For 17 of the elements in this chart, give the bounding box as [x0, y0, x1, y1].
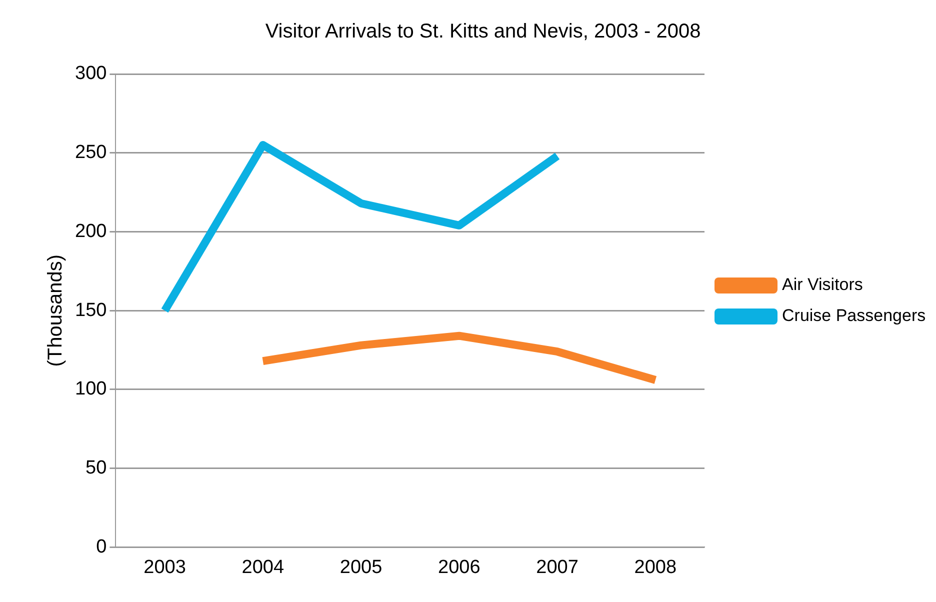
- y-tick-label: 100: [75, 378, 107, 400]
- x-tick-label: 2004: [242, 556, 284, 578]
- x-tick-label: 2008: [634, 556, 677, 578]
- x-tick-label: 2007: [536, 556, 578, 578]
- y-tick-label: 300: [75, 63, 107, 84]
- legend-label: Cruise Passengers: [782, 306, 926, 326]
- legend-label: Air Visitors: [782, 275, 863, 294]
- y-tick-label: 200: [75, 220, 107, 242]
- y-tick-label: 50: [86, 458, 107, 479]
- x-tick-label: 2003: [144, 556, 186, 578]
- y-axis-title: (Thousands): [44, 254, 67, 367]
- chart-title: Visitor Arrivals to St. Kitts and Nevis, 2003 - 2008: [265, 20, 701, 43]
- y-tick-label: 0: [96, 536, 107, 558]
- x-tick-label: 2005: [340, 556, 382, 578]
- x-tick-label: 2006: [438, 556, 480, 578]
- y-tick-label: 150: [75, 300, 107, 321]
- y-tick-label: 250: [75, 142, 107, 164]
